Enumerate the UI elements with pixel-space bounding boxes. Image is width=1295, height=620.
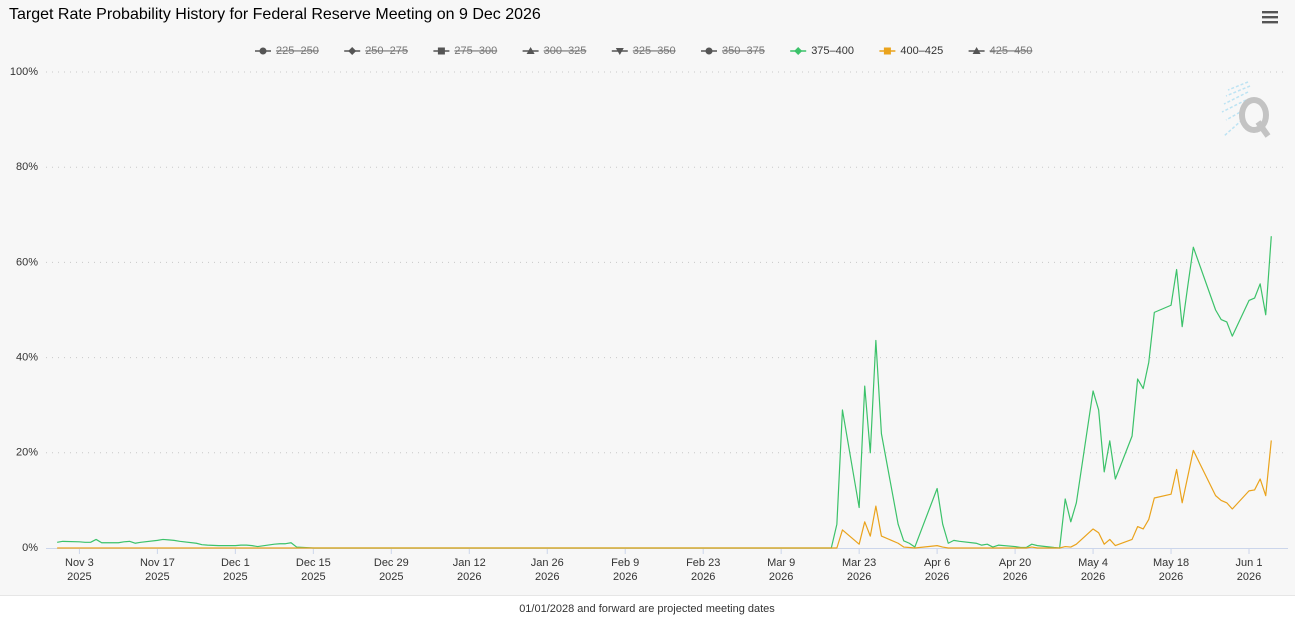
- menu-bar: [1262, 11, 1278, 14]
- x-tick-label: Feb 9 2026: [611, 557, 639, 583]
- legend-label: 225–250: [276, 45, 319, 57]
- x-tick-label-line: 2025: [145, 571, 169, 583]
- footnote: 01/01/2028 and forward are projected mee…: [519, 603, 775, 615]
- series-line: [57, 440, 1272, 549]
- legend-label: 375–400: [811, 45, 854, 57]
- x-tick-label-line: Nov 17: [140, 557, 175, 569]
- x-tick-label-line: May 4: [1078, 557, 1108, 569]
- x-tick-label: Nov 3 2025: [65, 557, 94, 583]
- x-tick-label-line: Dec 15: [296, 557, 331, 569]
- logo-tail: [1255, 120, 1271, 138]
- x-tick-label-line: 2026: [457, 571, 481, 583]
- legend-item[interactable]: 425–450: [968, 45, 1033, 57]
- x-tick-label: Jan 12 2026: [453, 557, 486, 583]
- x-tick-label-line: Nov 3: [65, 557, 94, 569]
- x-tick-label-line: Dec 29: [374, 557, 409, 569]
- x-tick-label: Nov 17 2025: [140, 557, 175, 583]
- x-tick-label-line: 2025: [223, 571, 247, 583]
- x-tick-label-line: 2026: [691, 571, 715, 583]
- x-tick-label-line: 2026: [1159, 571, 1183, 583]
- x-tick-label-line: 2026: [847, 571, 871, 583]
- x-tick-label: Jun 1 2026: [1236, 557, 1263, 583]
- menu-button[interactable]: [1262, 11, 1278, 24]
- legend-item[interactable]: 275–300: [433, 45, 497, 57]
- legend-marker: [437, 47, 445, 55]
- legend-label: 275–300: [454, 45, 497, 57]
- menu-bar: [1262, 16, 1278, 19]
- x-tick-label-line: Feb 9: [611, 557, 639, 569]
- legend-item[interactable]: 350–375: [701, 45, 765, 57]
- x-tick-label-line: Dec 1: [221, 557, 250, 569]
- x-tick-label: Apr 6 2026: [924, 557, 950, 583]
- x-tick-label-line: Jun 1: [1236, 557, 1263, 569]
- legend-label: 250–275: [365, 45, 408, 57]
- x-tick-label: May 4 2026: [1078, 557, 1108, 583]
- x-tick-label-line: 2025: [379, 571, 403, 583]
- y-tick-label: 80%: [16, 161, 38, 173]
- legend-item[interactable]: 250–275: [344, 45, 408, 57]
- x-tick-label-line: 2026: [1003, 571, 1027, 583]
- legend-marker: [615, 48, 624, 55]
- legend-item[interactable]: 400–425: [879, 45, 943, 57]
- legend-label: 400–425: [900, 45, 943, 57]
- legend-item[interactable]: 300–325: [522, 45, 587, 57]
- x-tick-label-line: 2026: [535, 571, 559, 583]
- y-tick-label: 60%: [16, 256, 38, 268]
- legend-marker: [883, 47, 891, 55]
- legend-marker: [259, 47, 267, 55]
- x-tick-label-line: 2026: [925, 571, 949, 583]
- logo-ring: [1239, 97, 1269, 133]
- x-tick-label-line: 2025: [301, 571, 325, 583]
- y-tick-label: 40%: [16, 352, 38, 364]
- x-tick-label-line: 2026: [613, 571, 637, 583]
- x-tick-label-line: Apr 20: [999, 557, 1031, 569]
- x-tick-label-line: 2025: [67, 571, 91, 583]
- x-tick-label: Apr 20 2026: [999, 557, 1031, 583]
- legend-marker: [526, 47, 535, 54]
- chart-title: Target Rate Probability History for Fede…: [9, 6, 541, 23]
- legend-marker: [794, 47, 803, 55]
- x-tick-label: Feb 23 2026: [686, 557, 720, 583]
- x-tick-label-line: Mar 9: [767, 557, 795, 569]
- x-tick-label: Jan 26 2026: [531, 557, 564, 583]
- x-tick-label-line: Jan 26: [531, 557, 564, 569]
- x-tick-label: Dec 15 2025: [296, 557, 331, 583]
- x-tick-label-line: 2026: [769, 571, 793, 583]
- watermark-logo: [1221, 81, 1271, 138]
- x-tick-label-line: 2026: [1081, 571, 1105, 583]
- x-tick-label-line: Mar 23: [842, 557, 876, 569]
- x-tick-label: Dec 29 2025: [374, 557, 409, 583]
- x-tick-label: Dec 1 2025: [221, 557, 250, 583]
- x-tick-label: May 18 2026: [1153, 557, 1189, 583]
- y-tick-label: 0%: [22, 542, 38, 554]
- legend-label: 350–375: [722, 45, 765, 57]
- legend-label: 300–325: [544, 45, 587, 57]
- legend-item[interactable]: 225–250: [255, 45, 319, 57]
- legend-item[interactable]: 325–350: [611, 45, 676, 57]
- chart-background: [0, 0, 1295, 595]
- legend-item[interactable]: 375–400: [790, 45, 854, 57]
- logo-lines: [1221, 81, 1251, 137]
- legend-marker: [705, 47, 713, 55]
- legend-marker: [972, 47, 981, 54]
- x-tick-label-line: Jan 12: [453, 557, 486, 569]
- x-tick-label-line: 2026: [1237, 571, 1261, 583]
- menu-bar: [1262, 21, 1278, 24]
- x-tick-label: Mar 23 2026: [842, 557, 876, 583]
- series-line: [57, 236, 1272, 549]
- legend-label: 325–350: [633, 45, 676, 57]
- y-tick-label: 100%: [10, 66, 38, 78]
- y-tick-label: 20%: [16, 447, 38, 459]
- x-tick-label-line: Feb 23: [686, 557, 720, 569]
- x-tick-label: Mar 9 2026: [767, 557, 795, 583]
- x-tick-label-line: Apr 6: [924, 557, 950, 569]
- legend-label: 425–450: [990, 45, 1033, 57]
- x-tick-label-line: May 18: [1153, 557, 1189, 569]
- legend-marker: [348, 47, 357, 55]
